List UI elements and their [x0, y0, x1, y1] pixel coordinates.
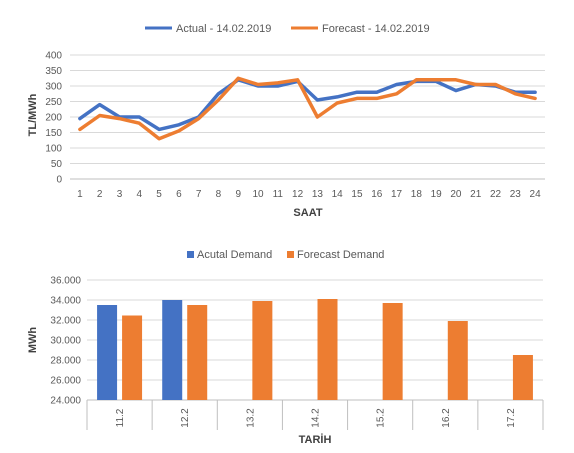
legend-swatch-actual-demand: [187, 251, 194, 258]
line-chart-x-tick-label: 24: [530, 189, 542, 200]
line-chart-x-tick-label: 21: [470, 189, 482, 200]
line-chart-x-tick-label: 7: [196, 189, 202, 200]
bar-chart-x-tick-label: 15.2: [376, 408, 387, 428]
bar-chart-legend: Acutal Demand Forecast Demand: [187, 249, 384, 261]
bar-chart-y-tick-label: 28.000: [50, 356, 81, 367]
bar-chart-y-ticks: 24.000 26.000 28.000 30.000 32.000 34.000 36.0…: [50, 276, 81, 407]
line-chart-series: [78, 76, 537, 141]
actual-series-line: [78, 78, 537, 132]
line-chart-y-tick-label: 250: [45, 97, 62, 108]
line-chart-x-tick-label: 16: [371, 189, 383, 200]
forecast-demand-bar-13.2: [252, 301, 273, 400]
line-chart-x-tick-label: 20: [450, 189, 462, 200]
actual-demand-bar-12.2: [162, 300, 183, 400]
line-chart-x-tick-label: 2: [97, 189, 103, 200]
bar-chart-x-tick-label: 14.2: [311, 408, 322, 428]
line-chart-y-tick-label: 200: [45, 113, 62, 124]
forecast-demand-bar-14.2: [317, 299, 338, 400]
line-chart-y-tick-label: 100: [45, 144, 62, 155]
legend-label-actual: Actual - 14.02.2019: [176, 23, 271, 35]
forecast-demand-bar-16.2: [447, 321, 468, 400]
line-chart-x-tick-label: 18: [411, 189, 423, 200]
legend-swatch-forecast-demand: [287, 251, 294, 258]
bar-chart-x-tick-label: 16.2: [441, 408, 452, 428]
forecast-demand-bar-11.2: [122, 315, 143, 400]
forecast-series-line: [78, 76, 537, 141]
line-chart-x-tick-label: 3: [117, 189, 123, 200]
line-chart-x-tick-label: 5: [156, 189, 162, 200]
bar-chart-bars: [97, 299, 533, 400]
line-chart-x-tick-label: 14: [332, 189, 344, 200]
line-chart-y-tick-label: 0: [56, 175, 62, 186]
bar-chart-x-tick-label: 13.2: [245, 408, 256, 428]
forecast-demand-bar-15.2: [382, 303, 403, 400]
line-chart-y-tick-label: 50: [51, 159, 63, 170]
bar-chart-y-axis-title: MWh: [27, 327, 39, 354]
line-chart-y-axis-title: TL/MWh: [27, 93, 39, 136]
line-chart-y-tick-label: 400: [45, 51, 62, 62]
line-chart-y-ticks: 0 50 100 150 200 250 300 350 400: [45, 51, 62, 186]
line-chart-legend: Actual - 14.02.2019 Forecast - 14.02.201…: [145, 23, 430, 35]
bar-chart-y-tick-label: 32.000: [50, 316, 81, 327]
line-chart-x-tick-label: 17: [391, 189, 403, 200]
line-chart-x-tick-label: 13: [312, 189, 324, 200]
line-chart-x-tick-label: 4: [136, 189, 142, 200]
line-chart-x-tick-label: 8: [216, 189, 222, 200]
line-chart-x-tick-label: 10: [252, 189, 264, 200]
line-chart: Actual - 14.02.2019 Forecast - 14.02.201…: [27, 23, 545, 219]
line-chart-y-tick-label: 150: [45, 128, 62, 139]
line-chart-x-tick-label: 22: [490, 189, 502, 200]
line-chart-x-axis-title: SAAT: [293, 207, 322, 219]
line-chart-x-ticks: 1 2 3 4 5 6 7 8 9 10 11 12 13 14 15 16 17 18 19 20 21 22 23 24: [77, 189, 541, 200]
line-chart-x-tick-label: 11: [273, 189, 284, 200]
legend-label-actual-demand: Acutal Demand: [197, 249, 272, 261]
forecast-demand-bar-17.2: [512, 355, 533, 400]
bar-chart-y-tick-label: 34.000: [50, 296, 81, 307]
bar-chart-y-tick-label: 26.000: [50, 376, 81, 387]
actual-demand-bar-11.2: [97, 305, 118, 400]
line-chart-y-tick-label: 350: [45, 66, 62, 77]
bar-chart-gridlines: [87, 279, 543, 401]
bar-chart-y-tick-label: 30.000: [50, 336, 81, 347]
line-chart-x-tick-label: 23: [510, 189, 522, 200]
legend-label-forecast: Forecast - 14.02.2019: [322, 23, 430, 35]
bar-chart-x-tick-label: 17.2: [506, 408, 517, 428]
line-chart-x-tick-label: 6: [176, 189, 182, 200]
bar-chart-x-axis-title: TARİH: [299, 433, 332, 446]
line-chart-x-tick-label: 19: [431, 189, 443, 200]
bar-chart-y-tick-label: 36.000: [50, 276, 81, 287]
bar-chart-x-tick-label: 12.2: [180, 408, 191, 428]
line-chart-y-tick-label: 300: [45, 82, 62, 93]
line-chart-x-tick-label: 12: [292, 189, 304, 200]
line-chart-x-tick-label: 15: [351, 189, 363, 200]
line-chart-x-tick-label: 9: [235, 189, 241, 200]
forecast-demand-bar-12.2: [187, 305, 208, 400]
line-chart-x-tick-label: 1: [77, 189, 83, 200]
legend-label-forecast-demand: Forecast Demand: [297, 249, 384, 261]
bar-chart-x-tick-label: 11.2: [115, 408, 126, 427]
bar-chart-x-ticks: 11.2 12.2 13.2 14.2 15.2 16.2 17.2: [86, 400, 544, 430]
bar-chart-y-tick-label: 24.000: [50, 396, 81, 407]
bar-chart: Acutal Demand Forecast Demand 24.000 26.0…: [27, 249, 544, 446]
